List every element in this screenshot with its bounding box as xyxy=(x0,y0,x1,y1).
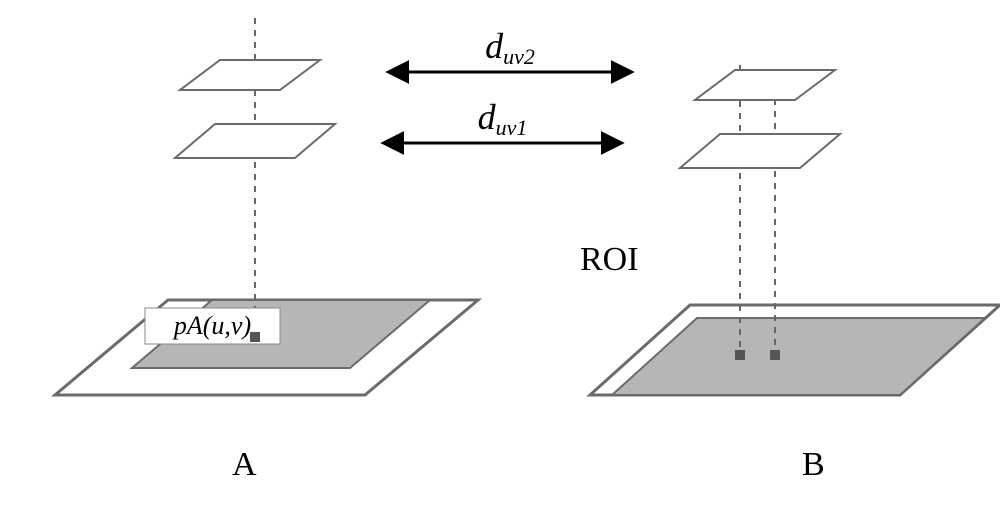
point-b-2 xyxy=(770,350,780,360)
duv1-label: duv1 xyxy=(478,97,528,140)
patch-a-lower xyxy=(175,124,335,158)
patch-b-lower xyxy=(680,134,840,168)
label-roi: ROI xyxy=(580,241,639,278)
label-pa: pA(u,v) xyxy=(172,311,251,340)
duv2-label: duv2 xyxy=(485,26,535,69)
point-pa xyxy=(250,332,260,342)
patch-b-upper xyxy=(695,70,835,100)
label-a: A xyxy=(232,446,257,483)
point-b-1 xyxy=(735,350,745,360)
label-b: B xyxy=(802,446,825,483)
patch-a-upper xyxy=(180,60,320,90)
